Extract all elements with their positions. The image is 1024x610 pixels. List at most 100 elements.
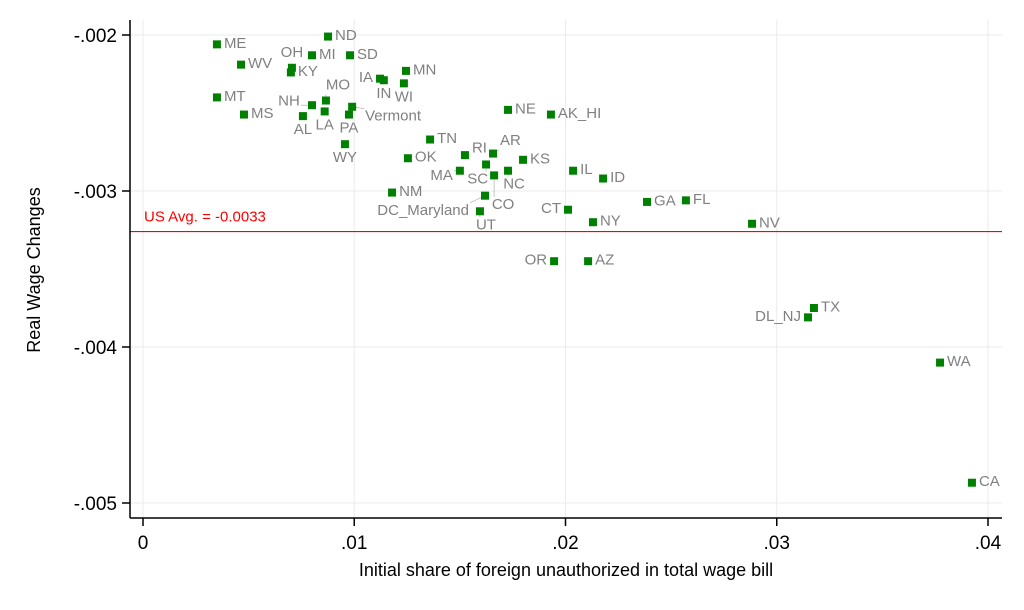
point-label: NE — [515, 100, 536, 117]
data-point-co: CO — [490, 171, 514, 213]
point-label: WI — [395, 88, 413, 105]
data-point-dl_nj: DL_NJ — [755, 308, 813, 325]
data-point-ma: MA — [430, 166, 464, 184]
data-point-wv: WV — [237, 55, 272, 72]
point-label: PA — [340, 120, 359, 137]
data-point-ak_hi: AK_HI — [546, 105, 601, 122]
data-point-az: AZ — [584, 252, 614, 269]
x-tick-label: .02 — [552, 533, 578, 554]
point-label: AL — [294, 121, 312, 138]
point-label: WY — [333, 149, 357, 166]
data-point-id: ID — [599, 169, 625, 186]
point-label: NM — [399, 183, 422, 200]
point-label: LA — [315, 116, 333, 133]
data-point-in: IN — [376, 76, 391, 102]
point-label: CT — [541, 200, 561, 217]
data-point-sc: SC — [467, 160, 491, 188]
point-marker — [379, 76, 388, 85]
point-marker — [569, 166, 578, 175]
point-label: OR — [525, 252, 548, 269]
data-point-la: LA — [315, 107, 334, 133]
point-marker — [564, 205, 573, 214]
point-marker — [403, 154, 412, 163]
point-label: MI — [319, 46, 336, 63]
data-point-mi: MI — [308, 46, 336, 63]
data-point-nc: NC — [503, 166, 525, 193]
point-marker — [936, 358, 945, 367]
data-point-nd: ND — [324, 27, 357, 44]
point-marker — [475, 207, 484, 216]
point-marker — [388, 188, 397, 197]
data-point-tx: TX — [809, 299, 840, 316]
data-point-al: AL — [294, 112, 312, 138]
point-marker — [489, 149, 498, 158]
data-point-mo: MO — [321, 77, 350, 105]
data-point-me: ME — [212, 35, 247, 52]
point-label: KS — [530, 150, 550, 167]
point-label: IL — [580, 161, 593, 178]
point-label: MN — [413, 61, 436, 78]
point-marker — [344, 110, 353, 119]
point-marker — [584, 257, 593, 266]
point-marker — [681, 196, 690, 205]
us-average-line-group: US Avg. = -0.0033 — [130, 209, 1002, 233]
point-label: OH — [281, 44, 304, 61]
point-label: MS — [251, 105, 273, 122]
point-marker — [324, 32, 333, 41]
point-marker — [504, 105, 513, 114]
point-label: RI — [472, 140, 487, 157]
data-point-il: IL — [569, 161, 593, 178]
point-marker — [321, 96, 330, 105]
point-marker — [519, 155, 528, 164]
point-marker — [809, 304, 818, 312]
data-point-tn: TN — [426, 130, 457, 147]
point-marker — [599, 174, 608, 183]
point-label: WA — [947, 353, 971, 370]
point-marker — [402, 66, 411, 75]
point-label: OK — [415, 149, 437, 166]
y-axis-label: Real Wage Changes — [24, 187, 44, 352]
x-axis-label: Initial share of foreign unauthorized in… — [359, 560, 773, 580]
data-point-ga: GA — [643, 192, 676, 209]
point-label: UT — [476, 216, 496, 233]
point-label: WV — [248, 55, 272, 72]
point-label: NV — [759, 214, 780, 231]
point-marker — [546, 110, 555, 119]
data-point-mt: MT — [212, 88, 246, 105]
y-tick-label: -.002 — [74, 26, 117, 47]
point-label: NC — [503, 176, 525, 193]
point-label: ID — [610, 169, 625, 186]
point-marker — [748, 219, 757, 228]
data-point-wi: WI — [395, 79, 413, 105]
data-point-nm: NM — [388, 183, 422, 200]
axis-ticks: 0 .01 .02 .03 .04 -.002 -.003 -.004 -.005 — [74, 26, 1002, 554]
data-point-nv: NV — [748, 214, 780, 231]
data-point-dc_maryland: DC_Maryland — [377, 191, 490, 219]
point-marker — [643, 197, 652, 206]
point-marker — [481, 191, 490, 200]
point-marker — [212, 40, 221, 49]
point-marker — [550, 257, 559, 266]
data-point-ut: UT — [475, 207, 496, 233]
point-label: DC_Maryland — [377, 202, 469, 219]
point-label: AZ — [595, 252, 614, 269]
point-marker — [348, 102, 357, 111]
x-tick-label: 0 — [138, 533, 149, 554]
point-label: SC — [467, 171, 488, 188]
data-point-wa: WA — [936, 353, 971, 370]
data-point-ks: KS — [519, 150, 550, 167]
point-label: MT — [224, 88, 246, 105]
point-label: ME — [224, 35, 247, 52]
point-marker — [455, 166, 464, 175]
data-point-oh: OH — [281, 44, 304, 72]
point-marker — [588, 218, 597, 227]
point-label: IA — [359, 69, 373, 86]
point-marker — [320, 107, 329, 116]
data-point-vermont: Vermont — [348, 102, 422, 125]
data-point-wy: WY — [333, 140, 357, 166]
data-point-ne: NE — [504, 100, 536, 117]
point-label: AR — [500, 132, 521, 149]
point-label: GA — [654, 192, 676, 209]
data-point-fl: FL — [681, 191, 710, 208]
